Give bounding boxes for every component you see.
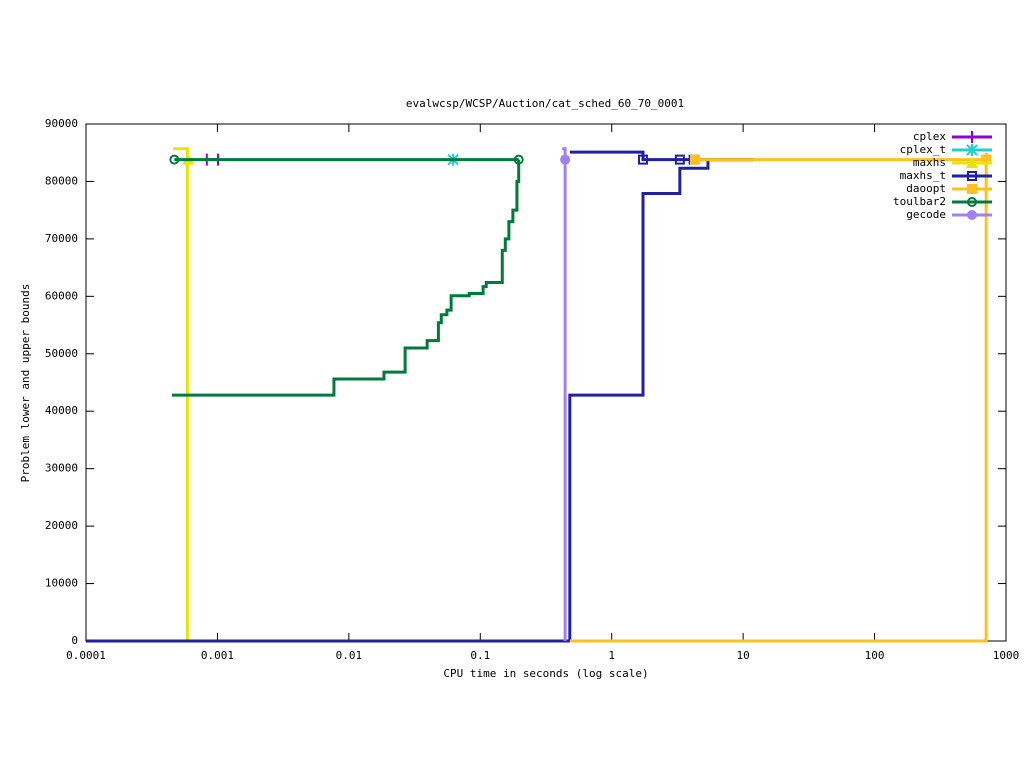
marker (169, 154, 180, 165)
marker (981, 154, 992, 165)
x-tick-label: 0.0001 (66, 649, 106, 662)
legend-marker (967, 210, 977, 220)
y-tick-label: 60000 (45, 289, 78, 302)
marker (638, 154, 649, 165)
legend-marker (967, 184, 977, 194)
series-line (562, 147, 567, 641)
legend-marker (967, 197, 977, 207)
plot-frame (85, 123, 1007, 642)
legend-marker (966, 131, 978, 143)
y-tick-label: 30000 (45, 462, 78, 475)
y-tick-label: 20000 (45, 519, 78, 532)
x-tick-label: 10 (737, 649, 750, 662)
y-tick-label: 0 (71, 634, 78, 647)
marker (689, 154, 700, 165)
series-line (569, 152, 988, 643)
y-tick-label: 40000 (45, 404, 78, 417)
y-tick-label: 50000 (45, 347, 78, 360)
legend-marker (966, 144, 978, 156)
legend-label: maxhs_t (900, 169, 946, 182)
x-axis-label: CPU time in seconds (log scale) (443, 667, 648, 680)
y-tick-label: 90000 (45, 117, 78, 130)
marker (560, 154, 571, 165)
chart-title: evalwcsp/WCSP/Auction/cat_sched_60_70_00… (406, 97, 684, 110)
series-line (171, 159, 521, 397)
legend-label: maxhs (913, 156, 946, 169)
x-tick-label: 100 (865, 649, 885, 662)
y-axis-label: Problem lower and upper bounds (19, 284, 32, 483)
x-tick-label: 0.01 (336, 649, 363, 662)
x-tick-label: 1000 (993, 649, 1020, 662)
legend-label: daoopt (906, 182, 946, 195)
series-line (86, 158, 754, 643)
y-tick-label: 80000 (45, 174, 78, 187)
legend-label: gecode (906, 208, 946, 221)
x-tick-label: 1 (608, 649, 615, 662)
x-tick-label: 0.1 (470, 649, 490, 662)
marker (674, 154, 685, 165)
legend-label: cplex (913, 130, 946, 143)
y-tick-label: 10000 (45, 577, 78, 590)
legend-marker (967, 171, 977, 181)
legend-marker (966, 157, 978, 168)
marker (513, 154, 524, 165)
x-tick-label: 0.001 (201, 649, 234, 662)
series-line (173, 147, 189, 641)
y-tick-label: 70000 (45, 232, 78, 245)
legend-label: cplex_t (900, 143, 946, 156)
legend-label: toulbar2 (893, 195, 946, 208)
